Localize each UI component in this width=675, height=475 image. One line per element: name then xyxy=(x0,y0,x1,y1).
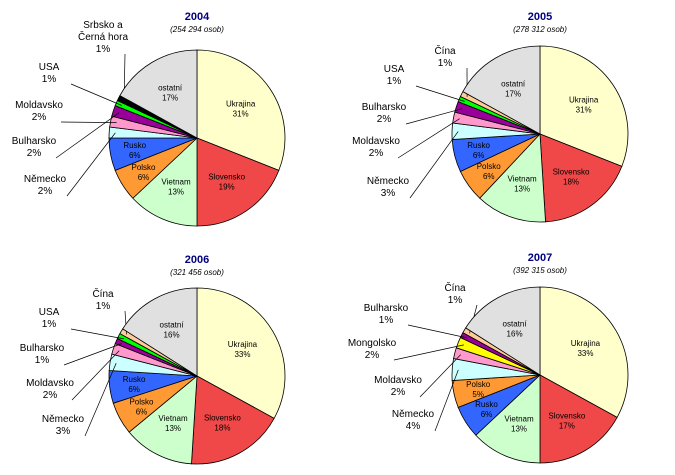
leader-line-moldavsko xyxy=(419,354,461,398)
slice-label-polsko: Polsko 6% xyxy=(477,162,502,181)
leader-line-nemecko xyxy=(434,369,459,432)
slice-label-bulharsko: Bulharsko 1% xyxy=(20,343,65,366)
slice-label-vietnam: Vietnam 13% xyxy=(161,177,191,196)
pie-chart-2004: 2004 (254 294 osob) Ukrajina 31% Slovensko 19… xyxy=(12,11,286,227)
leader-line-nemecko xyxy=(409,131,459,199)
pie-chart-2007: 2007 (392 315 osob) Ukrajina 33% Slovensko 17… xyxy=(348,252,629,464)
leader-line-bulharsko xyxy=(63,343,123,366)
chart-title: 2004 xyxy=(185,11,210,23)
slice-label-nemecko: Německo 2% xyxy=(24,174,67,197)
slice-label-usa: USA 1% xyxy=(384,64,405,87)
chart-subtitle: (392 315 osob) xyxy=(513,266,567,275)
pie-chart-2005: 2005 (278 312 osob) Ukrajina 31% Slovensko 18… xyxy=(352,11,629,223)
slice-label-vietnam: Vietnam 13% xyxy=(508,175,538,194)
pie-slice-ukrajina xyxy=(196,287,286,419)
slice-label-cina: Čína 1% xyxy=(92,287,114,312)
slice-label-rusko: Rusko 6% xyxy=(467,141,490,160)
pie-slice-vietnam xyxy=(479,133,546,223)
pie-slice-ostatni xyxy=(462,45,541,135)
pie-slice-vietnam xyxy=(475,374,541,464)
pie-slice-vietnam xyxy=(128,375,198,465)
leader-line-usa xyxy=(415,85,465,102)
leader-line-mongolsko xyxy=(393,344,464,361)
slice-label-bulharsko: Bulharsko 2% xyxy=(362,102,407,125)
pie-slice-vietnam xyxy=(132,137,198,227)
pie-slice-ukrajina xyxy=(539,286,629,418)
slice-label-polsko: Polsko 5% xyxy=(466,380,491,399)
slice-label-rusko: Rusko 6% xyxy=(123,375,146,394)
pie-slice-ostatni xyxy=(119,49,198,139)
leader-line-bulharsko xyxy=(405,108,463,125)
pie-slice-ukrajina xyxy=(539,45,629,167)
pie-slice-slovensko xyxy=(196,137,280,227)
slice-label-slovensko: Slovensko 19% xyxy=(208,173,245,192)
chart-subtitle: (254 294 osob) xyxy=(170,25,224,34)
leader-line-moldavsko xyxy=(60,121,117,124)
slice-label-moldavsko: Moldavsko 2% xyxy=(352,136,400,159)
slice-label-mongolsko: Mongolsko 2% xyxy=(348,338,397,361)
slice-label-ostatni: ostatní 17% xyxy=(158,84,183,103)
pie-slice-slovensko xyxy=(539,133,623,223)
slice-label-slovensko: Slovensko 18% xyxy=(553,168,590,187)
slice-label-nemecko: Německo 3% xyxy=(367,176,410,199)
slice-label-moldavsko: Moldavsko 2% xyxy=(374,375,422,398)
slice-label-polsko: Polsko 6% xyxy=(131,163,156,182)
pie-slice-slovensko xyxy=(539,374,618,464)
pie-chart-2006: 2006 (321 456 osob) Ukrajina 33% Slovensko 18… xyxy=(20,254,286,465)
slice-label-ukrajina: Ukrajina 33% xyxy=(571,339,601,358)
chart-subtitle: (278 312 osob) xyxy=(513,25,567,34)
leader-line-usa xyxy=(70,328,125,340)
pie-slice-ostatni xyxy=(465,286,541,376)
chart-title: 2005 xyxy=(528,11,552,23)
leader-line-nemecko xyxy=(66,132,116,197)
slice-label-slovensko: Slovensko 17% xyxy=(548,411,585,430)
slice-label-ostatni: ostatní 16% xyxy=(160,321,185,340)
pie-slice-slovensko xyxy=(191,375,275,465)
leader-line-usa xyxy=(70,83,123,106)
slice-label-vietnam: Vietnam 13% xyxy=(158,414,188,433)
slice-label-moldavsko: Moldavsko 2% xyxy=(26,378,74,401)
slice-label-slovensko: Slovensko 18% xyxy=(204,413,241,432)
slice-label-ukrajina: Ukrajina 31% xyxy=(569,95,599,114)
slice-label-nemecko: Německo 3% xyxy=(42,414,85,437)
slice-label-vietnam: Vietnam 13% xyxy=(504,414,534,433)
slice-label-ukrajina: Ukrajina 31% xyxy=(226,99,256,118)
chart-subtitle: (321 456 osob) xyxy=(170,268,224,277)
slice-label-polsko: Polsko 6% xyxy=(129,398,154,417)
leader-line-nemecko xyxy=(84,363,117,437)
chart-title: 2007 xyxy=(528,252,552,264)
leader-line-bulharsko xyxy=(55,112,120,159)
slice-label-bulharsko: Bulharsko 1% xyxy=(364,303,409,326)
slice-label-srbsko-a-cerna-hora: Srbsko a Černá hora 1% xyxy=(78,20,128,55)
slice-label-ukrajina: Ukrajina 33% xyxy=(228,340,258,359)
slice-label-rusko: Rusko 6% xyxy=(123,141,146,160)
slice-label-ostatni: ostatní 17% xyxy=(501,80,526,99)
slice-label-moldavsko: Moldavsko 2% xyxy=(15,100,63,123)
slice-label-cina: Čína 1% xyxy=(444,281,466,306)
slice-label-cina: Čína 1% xyxy=(434,44,456,69)
slice-label-ostatni: ostatní 16% xyxy=(503,320,528,339)
pie-slice-ukrajina xyxy=(196,49,286,171)
leader-line-moldavsko xyxy=(71,350,120,401)
leader-line-moldavsko xyxy=(397,118,460,159)
pie-slice-ostatni xyxy=(122,287,198,377)
chart-title: 2006 xyxy=(185,254,209,266)
slice-label-usa: USA 1% xyxy=(39,62,60,85)
leader-line-bulharsko xyxy=(407,324,468,339)
slice-label-bulharsko: Bulharsko 2% xyxy=(12,136,57,159)
slice-label-nemecko: Německo 4% xyxy=(392,409,435,432)
slice-label-rusko: Rusko 6% xyxy=(475,400,498,419)
slice-label-usa: USA 1% xyxy=(39,307,60,330)
